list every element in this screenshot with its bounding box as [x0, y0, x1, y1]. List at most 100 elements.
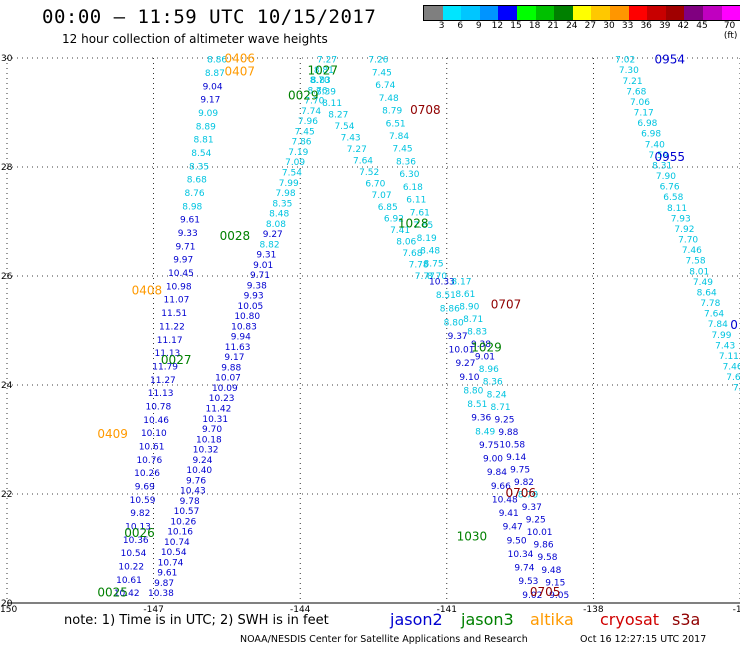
wave-height-value: 10.83 — [231, 322, 257, 332]
wave-height-value: 8.51 — [467, 400, 487, 410]
satellite-jason3: jason3 — [461, 610, 514, 629]
wave-height-value: 7.64 — [704, 310, 724, 320]
color-scale-label: 15 — [510, 21, 522, 31]
wave-height-value: 9.93 — [244, 292, 264, 302]
wave-height-value: 6.98 — [641, 130, 661, 140]
wave-height-value: 7.61 — [726, 373, 740, 383]
color-swatch — [424, 6, 443, 20]
wave-height-value: 7.43 — [715, 341, 735, 351]
wave-height-value: 11.51 — [161, 309, 187, 319]
wave-height-value: 7.21 — [623, 77, 643, 87]
wave-height-value: 8.81 — [194, 136, 214, 146]
wave-height-value: 8.61 — [455, 290, 475, 300]
wave-height-value: 10.54 — [161, 548, 187, 558]
wave-height-value: 9.37 — [522, 503, 542, 513]
wave-height-value: 7.45 — [295, 127, 315, 137]
wave-height-value: 10.38 — [148, 589, 174, 599]
color-scale-label: 3 — [438, 21, 445, 31]
x-tick-label: -138 — [583, 605, 604, 615]
wave-height-value: 8.82 — [260, 240, 280, 250]
wave-height-value: 10.01 — [527, 528, 553, 538]
wave-height-value: 9.25 — [494, 415, 514, 425]
color-scale-label: 39 — [659, 21, 671, 31]
wave-height-value: 7.99 — [711, 331, 731, 341]
y-tick-label: 30 — [1, 54, 13, 64]
pass-time-label: 0029 — [288, 89, 319, 103]
wave-height-value: 9.09 — [198, 109, 218, 119]
wave-height-value: 7.65 — [413, 221, 433, 231]
wave-height-value: 8.49 — [475, 427, 495, 437]
wave-height-value: 8.79 — [382, 107, 402, 117]
satellite-cryosat: cryosat — [600, 610, 660, 629]
wave-height-value: 10.18 — [196, 435, 222, 445]
wave-height-value: 10.23 — [209, 394, 235, 404]
wave-height-value: 9.87 — [154, 579, 174, 589]
wave-height-value: 6.70 — [365, 180, 385, 190]
pass-time-label: 0708 — [410, 103, 441, 117]
color-swatch — [516, 6, 536, 20]
wave-height-value: 7.17 — [634, 109, 654, 119]
wave-height-value: 10.26 — [134, 469, 160, 479]
wave-height-value: 8.96 — [479, 365, 499, 375]
wave-height-value: 9.00 — [483, 455, 503, 465]
pass-time-label: 0028 — [220, 229, 251, 243]
wave-height-value: 7.45 — [372, 68, 392, 78]
wave-height-value: 7.93 — [671, 214, 691, 224]
wave-height-value: 9.02 — [522, 591, 542, 601]
color-swatch — [684, 6, 703, 20]
wave-height-value: 9.82 — [514, 478, 534, 488]
y-tick-label: 24 — [1, 381, 13, 391]
wave-height-value: 9.74 — [514, 564, 534, 574]
wave-height-value: 9.50 — [507, 536, 527, 546]
wave-height-value: 7.40 — [645, 140, 665, 150]
wave-height-value: 9.84 — [487, 468, 507, 478]
wave-height-value: 7.70 — [678, 236, 698, 246]
wave-height-value: 8.70 — [427, 272, 447, 282]
wave-height-value: 7.48 — [379, 94, 399, 104]
wave-height-value: 7.46 — [682, 246, 702, 256]
wave-height-value: 8.89 — [196, 122, 216, 132]
wave-height-value: 7.90 — [656, 172, 676, 182]
wave-height-value: 8.76 — [307, 86, 327, 96]
wave-height-value: 10.74 — [164, 538, 190, 548]
wave-height-value: 10.09 — [212, 384, 238, 394]
wave-height-value: 9.37 — [448, 332, 468, 342]
wave-height-value: 8.27 — [328, 110, 348, 120]
wave-height-value: 7.02 — [615, 56, 635, 66]
color-swatch — [628, 6, 648, 20]
wave-height-value: 7.92 — [674, 225, 694, 235]
wave-height-value: 8.86 — [207, 56, 227, 66]
wave-height-value: 10.80 — [234, 312, 260, 322]
wave-height-value: 7.46 — [723, 363, 740, 373]
color-scale-label: 30 — [603, 21, 615, 31]
wave-height-value: 9.94 — [231, 333, 251, 343]
wave-height-value: 7.84 — [708, 320, 728, 330]
color-scale-label: 9 — [475, 21, 482, 31]
pass-time-label: 0955 — [654, 150, 685, 164]
pass-time-label: 0025 — [97, 586, 128, 600]
x-tick-label: -141 — [437, 605, 457, 615]
color-swatch — [647, 6, 666, 20]
wave-height-value: 9.33 — [178, 229, 198, 239]
satellite-altika: altika — [530, 610, 574, 629]
wave-height-value: 8.48 — [269, 210, 289, 220]
wave-height-value: 7.54 — [282, 169, 302, 179]
wave-height-value: 7.77 — [415, 272, 435, 282]
page-title: 00:00 – 11:59 UTC 10/15/2017 — [42, 6, 377, 28]
wave-height-value: 10.46 — [143, 416, 169, 426]
pass-time-label: 0407 — [224, 65, 255, 79]
wave-height-value: 10.74 — [158, 558, 184, 568]
color-swatch — [442, 6, 462, 20]
wave-height-value: 9.70 — [202, 425, 222, 435]
wave-height-value: 7.70 — [304, 97, 324, 107]
wave-height-value: 10.57 — [174, 507, 200, 517]
wave-height-value: 10.13 — [125, 522, 151, 532]
wave-height-value: 7.09 — [285, 158, 305, 168]
wave-height-value: 9.17 — [224, 353, 244, 363]
wave-height-value: 11.79 — [152, 362, 178, 372]
wave-height-value: 9.47 — [503, 523, 523, 533]
wave-height-value: 10.32 — [193, 446, 219, 456]
wave-height-value: 7.41 — [390, 226, 410, 236]
wave-height-value: 9.66 — [491, 482, 511, 492]
wave-height-value: 7.45 — [393, 145, 413, 155]
